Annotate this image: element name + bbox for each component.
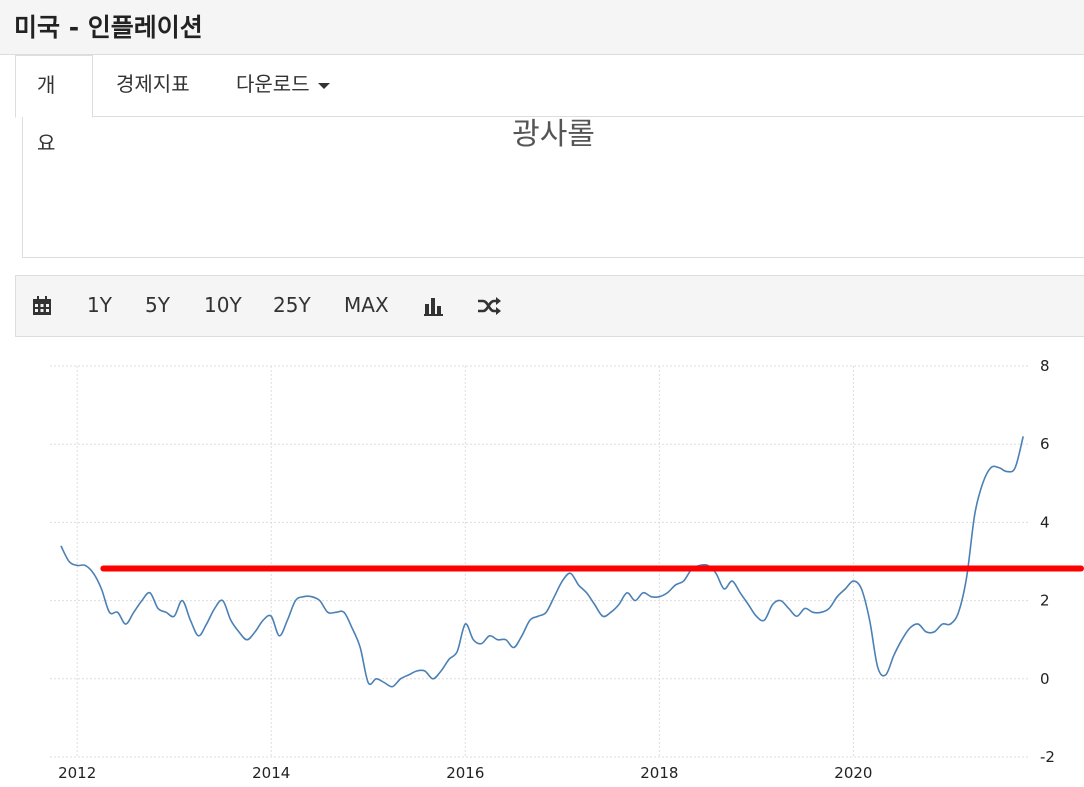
- range-button[interactable]: 25Y: [273, 293, 311, 317]
- banner-text: 광사롤: [512, 117, 595, 152]
- toolbar: 1Y 5Y 10Y 25Y MAX: [15, 275, 1084, 337]
- calendar-icon[interactable]: [32, 296, 52, 316]
- bar-chart-icon[interactable]: [424, 296, 444, 316]
- x-tick-label: 2012: [58, 764, 96, 782]
- tab[interactable]: 개요: [15, 55, 93, 155]
- x-tick-label: 2016: [446, 764, 484, 782]
- header: 미국 - 인플레이션: [0, 0, 1084, 55]
- y-tick-label: 2: [1040, 592, 1050, 610]
- range-button[interactable]: 5Y: [145, 293, 170, 317]
- tab-label: 다운로드: [236, 72, 310, 96]
- tab[interactable]: 경제지표: [95, 55, 211, 117]
- y-tick-label: -2: [1040, 748, 1055, 766]
- tab-label: 개요: [37, 73, 56, 155]
- line-series: [60, 436, 1024, 688]
- x-tick-label: 2014: [252, 764, 290, 782]
- tab[interactable]: 다운로드: [215, 55, 351, 117]
- shuffle-icon[interactable]: [477, 296, 501, 316]
- range-button[interactable]: 1Y: [87, 293, 112, 317]
- x-tick-label: 2018: [640, 764, 678, 782]
- y-tick-label: 4: [1040, 513, 1050, 531]
- banner: 광사롤: [22, 117, 1084, 258]
- chart: -2 0 2 4 6 8 2012 2014 2016 2018 2020: [50, 357, 1084, 782]
- y-tick-label: 0: [1040, 670, 1050, 688]
- y-tick-label: 8: [1040, 357, 1050, 375]
- range-button[interactable]: MAX: [344, 293, 389, 317]
- range-button[interactable]: 10Y: [204, 293, 242, 317]
- tab-label: 경제지표: [116, 72, 190, 96]
- x-tick-label: 2020: [834, 764, 872, 782]
- y-tick-label: 6: [1040, 435, 1050, 453]
- page-title: 미국 - 인플레이션: [14, 13, 203, 42]
- caret: [317, 82, 330, 89]
- tab-bar: 개요 경제지표 다운로드: [15, 55, 1084, 155]
